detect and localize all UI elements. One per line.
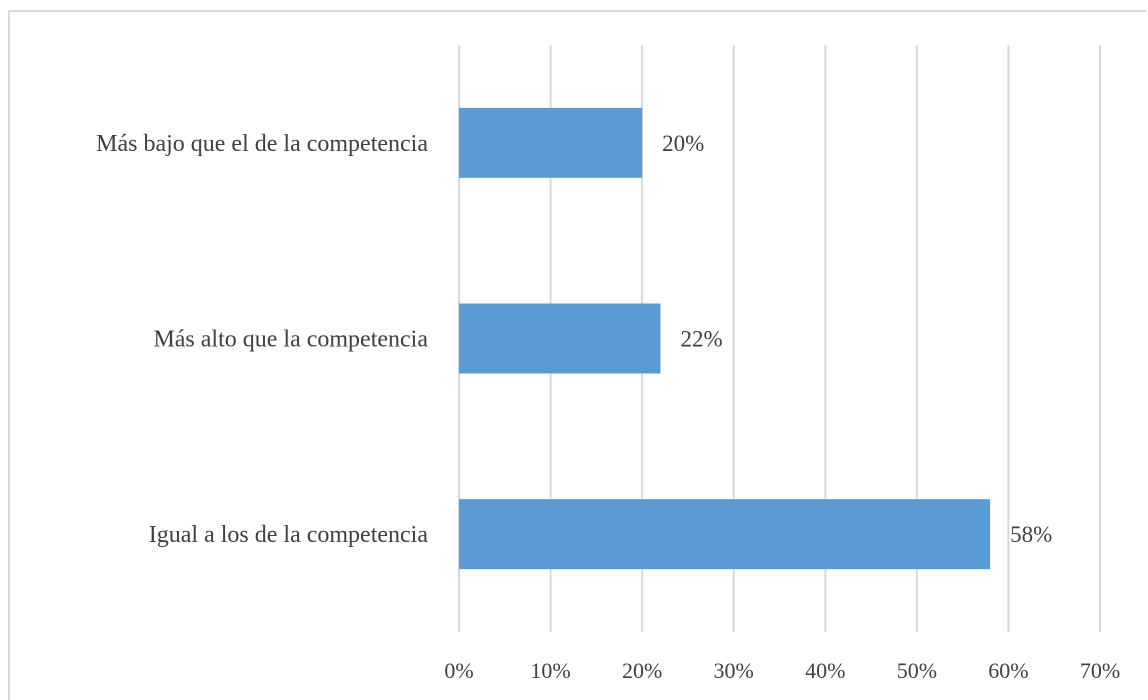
category-label: Más bajo que el de la competencia [96, 131, 428, 157]
x-tick-label: 40% [805, 658, 845, 683]
bar [459, 303, 661, 374]
data-label: 58% [1010, 522, 1052, 547]
data-label: 22% [680, 327, 722, 352]
x-tick-label: 30% [714, 658, 754, 683]
x-tick-label: 10% [530, 658, 570, 683]
data-label: 20% [662, 131, 704, 156]
chart-frame [8, 10, 1146, 700]
x-tick-label: 0% [444, 658, 473, 683]
x-tick-label: 60% [988, 658, 1028, 683]
x-tick-label: 50% [897, 658, 937, 683]
bar [459, 499, 991, 570]
bar [459, 107, 643, 178]
x-tick-label: 20% [622, 658, 662, 683]
category-label: Más alto que la competencia [153, 327, 428, 353]
category-label: Igual a los de la competencia [149, 522, 429, 548]
x-tick-label: 70% [1080, 658, 1120, 683]
